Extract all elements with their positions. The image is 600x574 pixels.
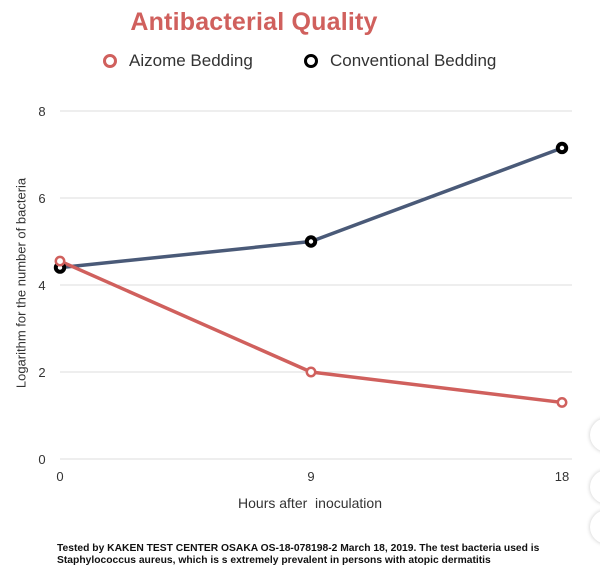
footnote: Tested by KAKEN TEST CENTER OSAKA OS-18-… [57,543,540,566]
y-tick-label: 8 [38,104,45,119]
edge-floating-button-1[interactable] [590,418,600,452]
y-axis-label: Logarithm for the number of bacteria [13,177,29,389]
legend-item-conventional: Conventional Bedding [304,50,496,72]
y-tick-label: 0 [38,452,45,467]
data-point-conventional [304,235,318,248]
data-point-conventional [555,141,569,155]
legend-marker-aizome-icon [103,54,117,68]
x-tick-label: 9 [307,469,314,484]
legend-label-aizome: Aizome Bedding [129,51,253,70]
series-line-aizome [58,259,564,405]
y-tick-label: 6 [38,191,45,206]
data-point-aizome [556,397,568,408]
edge-floating-button-3[interactable] [590,510,600,544]
y-tick-label: 4 [38,278,45,293]
x-axis-label: Hours after inoculation [238,495,382,511]
x-tick-label: 0 [56,469,63,484]
legend-label-conventional: Conventional Bedding [330,51,497,70]
legend-marker-conventional-icon [304,54,318,68]
chart-title: Antibacterial Quality [130,8,378,36]
data-point-aizome [305,366,317,378]
data-point-aizome [54,255,66,267]
legend-item-aizome: Aizome Bedding [103,50,253,72]
series-line-conventional [58,146,564,270]
y-tick-label: 2 [38,365,45,380]
x-tick-label: 18 [555,469,569,484]
edge-floating-button-2[interactable] [590,470,600,504]
